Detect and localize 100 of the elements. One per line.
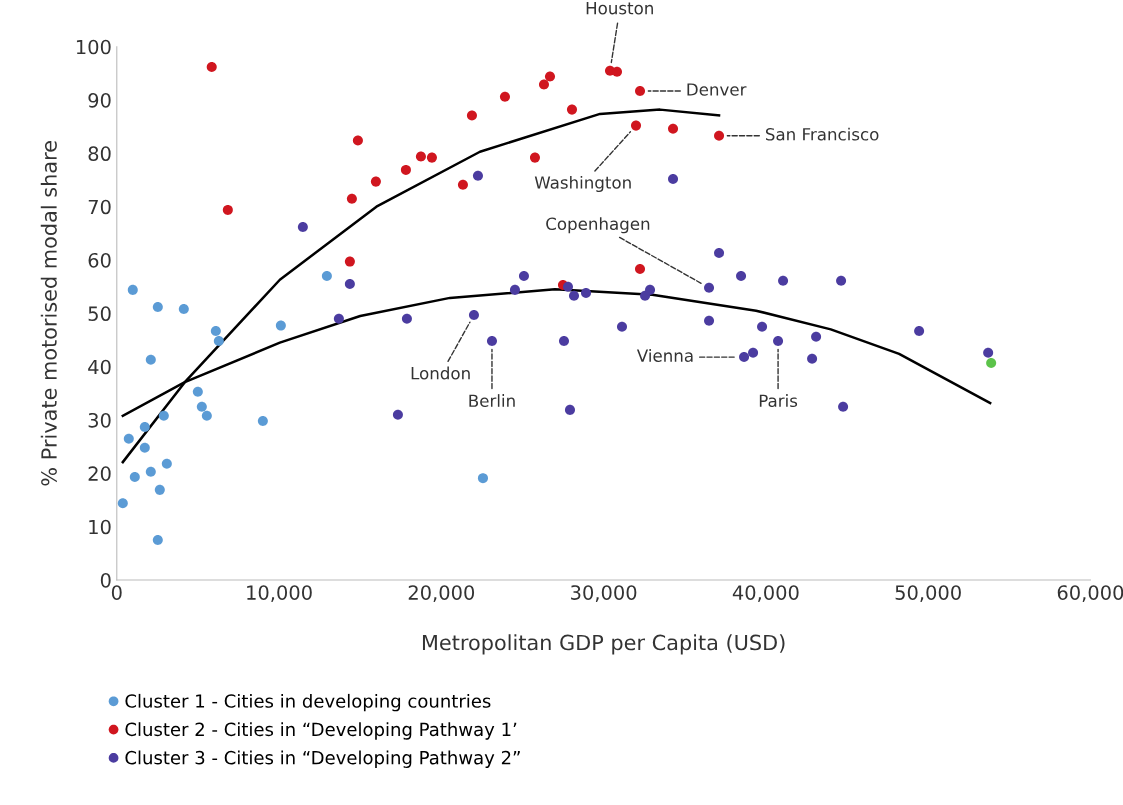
point xyxy=(466,110,477,121)
point xyxy=(778,275,789,286)
annotation: Paris xyxy=(759,394,798,408)
point xyxy=(558,336,569,347)
annotation: Vienna xyxy=(636,349,693,362)
point xyxy=(196,401,207,412)
y-tick-label: 0 xyxy=(100,572,111,588)
x-tick-label: 40,000 xyxy=(732,585,799,602)
point xyxy=(129,472,140,483)
legend-label: Cluster 2 - Cities in “Developing Pathway 1’ xyxy=(125,722,517,740)
point xyxy=(192,386,203,397)
point xyxy=(736,271,747,282)
point xyxy=(213,336,224,347)
point xyxy=(344,256,355,267)
point xyxy=(222,204,233,215)
y-tick-label: 60 xyxy=(88,252,111,268)
x-tick-label: 60,000 xyxy=(1057,585,1123,602)
point xyxy=(544,71,555,82)
point xyxy=(415,151,426,162)
point xyxy=(568,290,579,301)
annotation: San Francisco xyxy=(765,127,879,141)
point xyxy=(631,120,642,131)
annotation: Copenhagen xyxy=(546,217,650,234)
annotation: Houston xyxy=(586,2,653,15)
point xyxy=(158,410,169,421)
point xyxy=(739,352,750,363)
point xyxy=(370,176,381,187)
legend-label: Cluster 1 - Cities in developing countries xyxy=(125,693,491,712)
point xyxy=(400,164,411,175)
x-tick-label: 10,000 xyxy=(247,585,312,602)
point xyxy=(581,288,592,299)
point xyxy=(616,321,628,332)
point xyxy=(139,421,150,432)
point xyxy=(344,279,355,290)
point xyxy=(145,354,156,365)
y-tick-label: 30 xyxy=(88,412,111,428)
point xyxy=(161,458,172,469)
point xyxy=(477,473,488,484)
point xyxy=(346,193,357,204)
y-tick-label: 100 xyxy=(76,39,111,55)
point xyxy=(139,442,150,453)
point xyxy=(811,331,822,342)
y-tick-label: 90 xyxy=(88,92,111,108)
point xyxy=(206,61,217,72)
annotation: Denver xyxy=(687,83,747,96)
point xyxy=(773,336,784,347)
point xyxy=(635,264,646,275)
point xyxy=(154,484,165,495)
point xyxy=(509,284,520,295)
point xyxy=(836,275,847,286)
annotation: Berlin xyxy=(469,394,515,408)
point xyxy=(668,173,679,184)
point xyxy=(127,284,138,295)
point xyxy=(297,221,308,232)
point xyxy=(468,309,479,320)
x-tick-label: 50,000 xyxy=(895,585,961,602)
point xyxy=(275,320,286,331)
point xyxy=(838,401,849,412)
point xyxy=(178,304,189,315)
point xyxy=(704,282,715,293)
point xyxy=(201,410,212,421)
point xyxy=(714,248,725,259)
annotation: Washington xyxy=(534,175,631,193)
point xyxy=(807,353,818,364)
legend-label: Cluster 3 - Cities in “Developing Pathway 2” xyxy=(125,750,520,768)
point xyxy=(635,85,646,96)
point xyxy=(486,336,497,347)
point xyxy=(566,104,577,115)
x-tick-label: 0 xyxy=(111,585,122,600)
point xyxy=(914,325,925,336)
y-tick-label: 40 xyxy=(88,359,111,375)
point xyxy=(668,123,679,134)
y-tick-label: 80 xyxy=(88,146,111,162)
y-tick-label: 20 xyxy=(88,466,111,481)
point xyxy=(562,281,573,292)
point xyxy=(117,498,128,509)
point xyxy=(757,321,768,332)
point xyxy=(333,313,344,324)
point xyxy=(529,152,540,163)
point xyxy=(401,313,412,324)
point xyxy=(499,91,510,102)
point xyxy=(983,347,994,358)
point xyxy=(152,301,163,312)
x-tick-label: 30,000 xyxy=(571,585,637,602)
point xyxy=(426,152,437,163)
annotation: London xyxy=(411,366,470,380)
x-tick-label: 20,000 xyxy=(408,585,475,602)
point xyxy=(645,284,656,295)
point xyxy=(352,135,363,146)
point xyxy=(472,170,483,181)
point xyxy=(986,357,997,368)
point xyxy=(152,535,163,546)
point xyxy=(704,315,715,326)
point xyxy=(714,130,725,141)
point xyxy=(457,179,468,190)
y-tick-label: 10 xyxy=(89,519,111,535)
point xyxy=(257,416,268,427)
point xyxy=(321,271,332,282)
point xyxy=(123,433,134,444)
point xyxy=(210,325,221,336)
